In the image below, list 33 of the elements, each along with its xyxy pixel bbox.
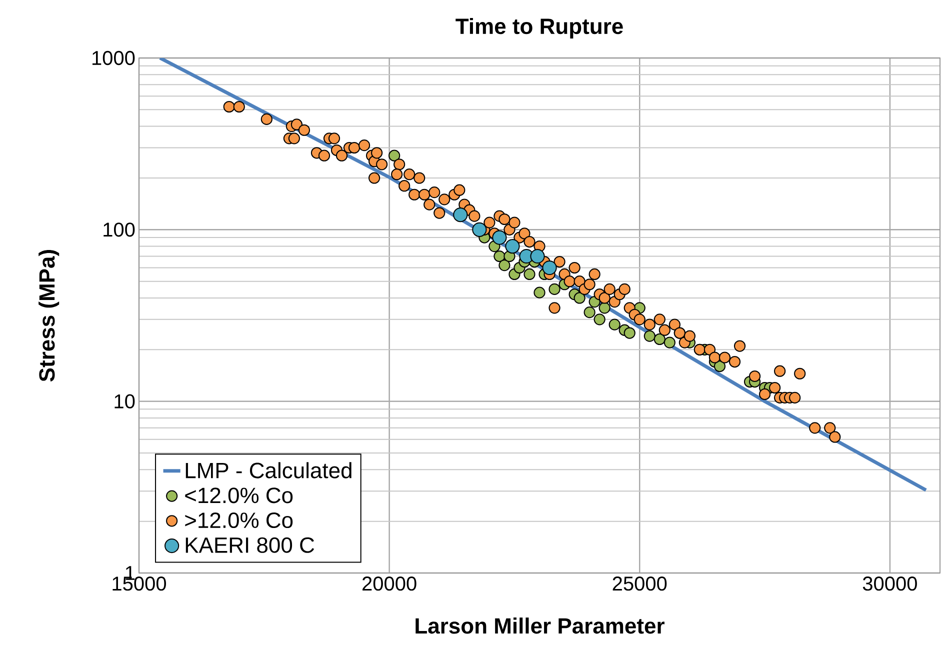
x-tick-label: 20000 — [362, 576, 416, 591]
legend-label: KAERI 800 C — [186, 537, 314, 553]
point — [530, 248, 545, 264]
point — [594, 314, 606, 326]
point — [624, 327, 636, 339]
point — [524, 268, 536, 280]
chart-title: Time to Rupture — [456, 18, 623, 38]
point — [548, 283, 560, 295]
point — [664, 336, 676, 348]
legend-label: <12.0% Co — [185, 488, 293, 504]
y-tick-label: 100 — [104, 222, 135, 237]
legend-label: LMP - Calculated — [186, 462, 352, 478]
point — [534, 286, 546, 298]
x-tick-label: 30000 — [862, 576, 917, 591]
point — [498, 260, 510, 272]
point — [584, 306, 596, 318]
point — [644, 330, 656, 342]
x-axis-title: Larson Miller Parameter — [416, 618, 664, 634]
x-tick-label: 25000 — [612, 576, 667, 591]
point — [472, 222, 487, 237]
y-tick-label: 10 — [114, 394, 135, 408]
point — [453, 208, 468, 222]
point — [654, 333, 666, 346]
point — [714, 360, 726, 372]
point — [505, 238, 520, 254]
legend-label: >12.0% Co — [185, 512, 293, 528]
point — [494, 250, 506, 262]
point — [608, 318, 620, 330]
y-tick-label: 1000 — [92, 50, 135, 66]
point — [598, 302, 610, 314]
point — [574, 292, 586, 304]
y-axis-title: Stress (MPa) — [38, 250, 60, 382]
point — [388, 150, 400, 162]
